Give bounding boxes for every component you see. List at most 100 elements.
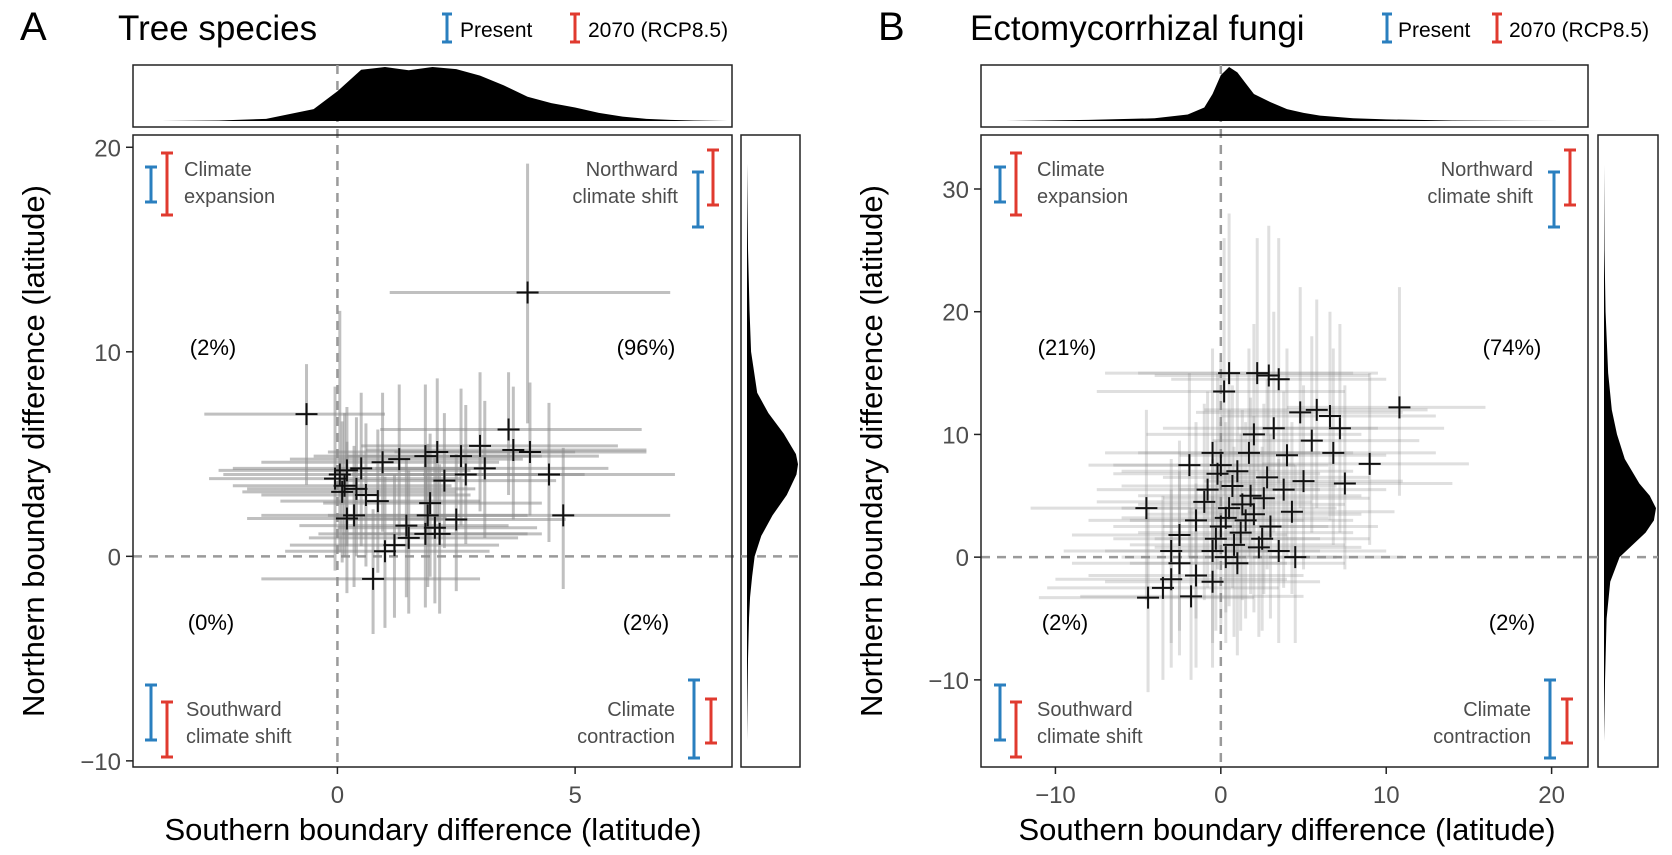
data-point bbox=[1318, 405, 1341, 428]
data-point bbox=[414, 445, 437, 468]
data-point bbox=[371, 451, 394, 474]
top-density-curve bbox=[1005, 67, 1560, 121]
data-point bbox=[1209, 454, 1232, 477]
right-density-frame bbox=[1597, 134, 1659, 768]
quadrant-bottom-right: Climate contraction (2%) bbox=[577, 610, 717, 760]
quadrant-top-right: Northward climate shift (74%) bbox=[1427, 148, 1576, 360]
data-point bbox=[1201, 540, 1224, 563]
data-point bbox=[397, 526, 420, 549]
x-tick-label: −10 bbox=[1035, 782, 1076, 809]
plot-frame bbox=[132, 134, 733, 768]
y-tick-label: 20 bbox=[942, 300, 969, 327]
y-axis-label: Northern boundary difference (latitude) bbox=[16, 185, 51, 717]
quadrant-label-line-2: contraction bbox=[577, 726, 675, 748]
panel-letter: B bbox=[878, 5, 905, 49]
panel-b: B Ectomycorrhizal fungi Present 2070 (RC… bbox=[854, 5, 1659, 847]
data-point bbox=[366, 490, 389, 513]
legend-present-icon bbox=[1382, 12, 1392, 44]
legend-present-label: Present bbox=[1398, 19, 1471, 42]
quadrant-percent: (0%) bbox=[188, 610, 234, 635]
quadrant-top-left: Climate expansion (2%) bbox=[145, 151, 275, 360]
x-axis-label: Southern boundary difference (latitude) bbox=[164, 812, 701, 847]
quadrant-label-line-2: climate shift bbox=[572, 186, 678, 208]
present-range-icon bbox=[145, 165, 157, 204]
quadrant-bottom-right: Climate contraction (2%) bbox=[1433, 610, 1573, 760]
data-point bbox=[469, 434, 492, 457]
legend-2070-label: 2070 (RCP8.5) bbox=[1509, 19, 1649, 42]
data-point bbox=[1196, 478, 1219, 501]
panel-title: Ectomycorrhizal fungi bbox=[970, 9, 1305, 48]
present-range-icon bbox=[145, 683, 157, 742]
data-point bbox=[1267, 368, 1290, 391]
legend-present-label: Present bbox=[460, 19, 533, 42]
data-point bbox=[502, 438, 525, 461]
data-point bbox=[1252, 487, 1275, 510]
y-tick-label: 0 bbox=[956, 545, 969, 572]
data-point bbox=[1226, 552, 1249, 575]
top-density-frame bbox=[980, 64, 1589, 128]
right-density-frame bbox=[740, 134, 801, 768]
legend-present-icon bbox=[442, 12, 452, 44]
data-point bbox=[328, 463, 351, 486]
data-point bbox=[362, 567, 385, 590]
top-density-frame bbox=[132, 64, 733, 128]
quadrant-label-line-2: expansion bbox=[184, 186, 275, 208]
x-tick-label: 5 bbox=[568, 782, 581, 809]
data-point bbox=[450, 445, 473, 468]
data-point bbox=[1251, 527, 1274, 550]
right-density-curve bbox=[1604, 164, 1656, 742]
data-point bbox=[331, 480, 354, 503]
right-density-curve bbox=[747, 163, 798, 741]
data-point bbox=[423, 516, 446, 539]
data-point bbox=[433, 469, 456, 492]
present-range-icon bbox=[1544, 678, 1556, 760]
quadrant-percent: (2%) bbox=[623, 610, 669, 635]
data-point bbox=[1214, 506, 1237, 529]
x-tick-label: 0 bbox=[1214, 782, 1227, 809]
data-point bbox=[333, 474, 356, 497]
quadrant-label-line-1: Climate bbox=[1037, 159, 1105, 181]
data-point bbox=[354, 483, 377, 506]
data-point bbox=[1388, 396, 1411, 419]
data-point bbox=[454, 463, 477, 486]
y-tick-label: −10 bbox=[928, 668, 969, 695]
top-density-curve bbox=[161, 67, 728, 121]
x-tick-label: 10 bbox=[1373, 782, 1400, 809]
y-tick-label: 30 bbox=[942, 177, 969, 204]
data-point bbox=[1322, 441, 1345, 464]
data-point bbox=[1275, 444, 1298, 467]
data-point bbox=[1218, 362, 1241, 385]
panel-a: A Tree species Present 2070 (RCP8.5) Sou… bbox=[16, 5, 801, 847]
quadrant-label-line-1: Climate bbox=[184, 159, 252, 181]
quadrant-percent: (96%) bbox=[617, 335, 676, 360]
data-point bbox=[343, 504, 366, 527]
quadrant-label-line-2: expansion bbox=[1037, 186, 1128, 208]
data-point bbox=[473, 457, 496, 480]
present-range-icon bbox=[688, 678, 700, 760]
data-point bbox=[373, 540, 396, 563]
legend: Present 2070 (RCP8.5) bbox=[442, 12, 728, 44]
data-point bbox=[1213, 380, 1236, 403]
data-point bbox=[1168, 524, 1191, 547]
quadrant-percent: (2%) bbox=[190, 335, 236, 360]
quadrant-label-line-1: Northward bbox=[586, 159, 678, 181]
y-tick-label: −10 bbox=[80, 749, 121, 776]
data-point bbox=[1178, 454, 1201, 477]
future-range-icon bbox=[1010, 151, 1022, 217]
y-tick-label: 0 bbox=[108, 544, 121, 571]
data-point bbox=[345, 477, 368, 500]
future-range-icon bbox=[1010, 700, 1022, 759]
data-point bbox=[1262, 417, 1285, 440]
data-point bbox=[1333, 472, 1356, 495]
data-point bbox=[1289, 401, 1312, 424]
quadrant-top-left: Climate expansion (21%) bbox=[994, 151, 1128, 360]
present-range-icon bbox=[1548, 170, 1560, 229]
quadrant-label-line-1: Southward bbox=[1037, 699, 1133, 721]
data-point bbox=[1229, 521, 1252, 544]
legend-2070-icon bbox=[570, 12, 580, 44]
future-range-icon bbox=[705, 697, 717, 745]
data-point bbox=[1300, 429, 1323, 452]
data-point bbox=[1151, 576, 1174, 599]
future-range-icon bbox=[1561, 697, 1573, 745]
